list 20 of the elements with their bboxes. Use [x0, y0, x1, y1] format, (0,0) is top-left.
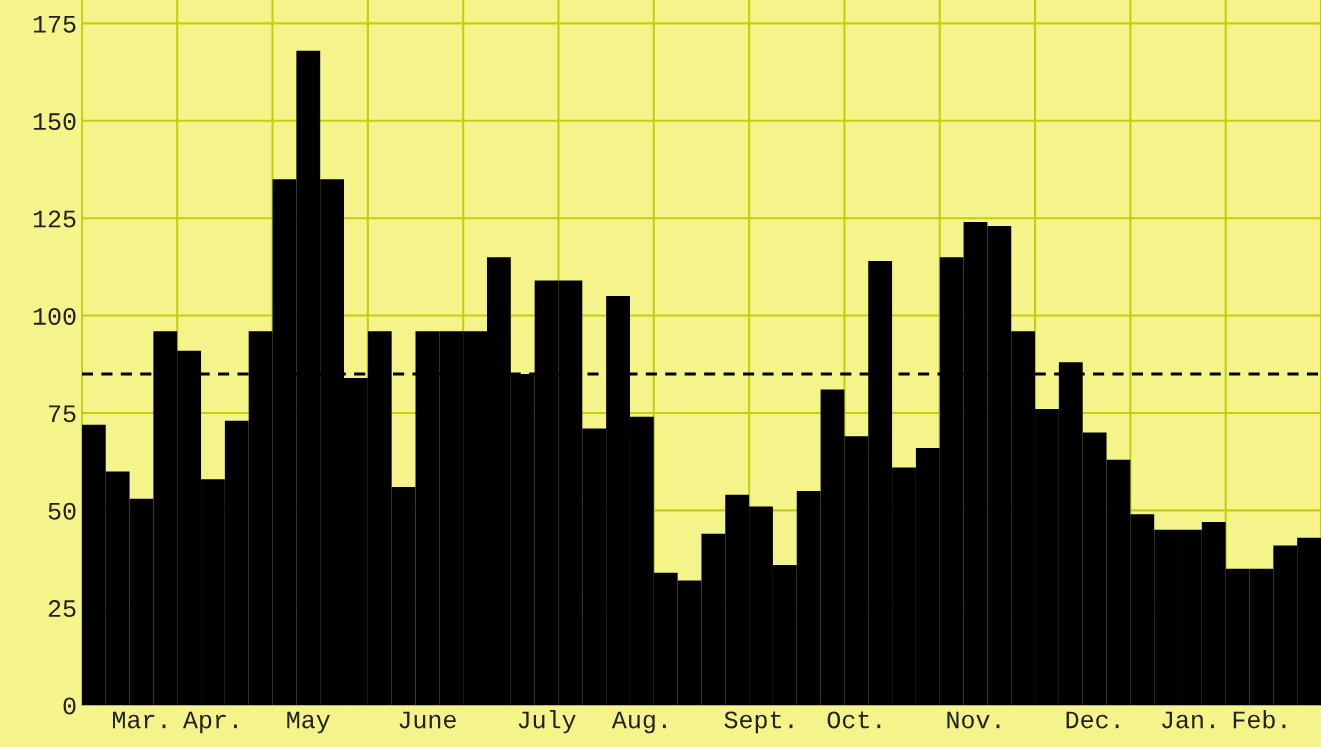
y-tick-label: 125	[33, 210, 76, 228]
y-tick-label: 25	[48, 600, 76, 618]
x-tick-label: Jan.	[1162, 711, 1214, 729]
x-tick-label: Nov.	[947, 711, 1000, 729]
x-tick-label: May	[287, 711, 330, 734]
y-tick-label: 75	[48, 405, 76, 423]
x-tick-label: Sept.	[724, 711, 793, 734]
y-tick-label: 100	[33, 307, 76, 325]
x-tick-label: July	[518, 710, 576, 734]
x-tick-label: Feb.	[1233, 710, 1286, 729]
x-tick-label: Oct.	[827, 711, 881, 729]
x-tick-label: Mar.	[113, 711, 166, 729]
x-tick-label: Apr.	[182, 711, 237, 734]
y-tick-label: 175	[33, 15, 76, 33]
y-tick-label: 50	[48, 502, 76, 520]
y-tick-label: 150	[33, 113, 76, 131]
x-tick-label: Aug.	[611, 711, 666, 734]
x-tick-label: Dec.	[1066, 711, 1119, 729]
x-tick-label: June	[399, 711, 456, 729]
y-tick-label: 0	[63, 697, 76, 715]
